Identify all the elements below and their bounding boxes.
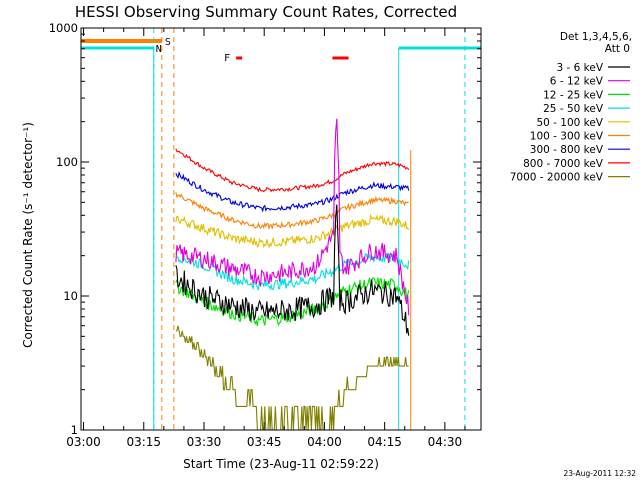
x-tick-label: 04:00: [307, 435, 342, 449]
series-line-50-100-kev: [175, 213, 410, 249]
series-line-25-50-kev: [175, 251, 410, 291]
x-axis-label: Start Time (23-Aug-11 02:59:22): [183, 457, 379, 471]
x-axis: 03:00 03:15 03:30 03:45 04:00 04:15 04:30: [66, 28, 466, 449]
chart-title: HESSI Observing Summary Count Rates, Cor…: [75, 3, 457, 21]
y-tick-label: 100: [56, 155, 78, 169]
y-axis-label: Corrected Count Rate (s⁻¹ detector⁻¹): [21, 122, 35, 348]
x-tick-label: 03:00: [66, 435, 101, 449]
series-line-800-7000-kev: [175, 148, 410, 193]
plot-frame: [80, 27, 482, 431]
legend-header-line-1: Det 1,3,4,5,6,: [560, 31, 632, 43]
y-tick-label: 10: [63, 289, 78, 303]
night-flag-bar-0: [81, 46, 154, 50]
series-line-3-6-kev: [175, 204, 410, 336]
legend-label: 12 - 25 keV: [543, 89, 604, 101]
saa-flag-bar-0: [81, 39, 162, 43]
series-line-100-300-kev: [175, 192, 409, 231]
legend-label: 300 - 800 keV: [530, 144, 604, 156]
saa-flag-label: S: [165, 37, 171, 48]
x-tick-label: 03:15: [126, 435, 161, 449]
legend-label: 6 - 12 keV: [550, 76, 604, 88]
series-line-12-25-kev: [175, 277, 410, 327]
legend: Det 1,3,4,5,6, Att 0 3 - 6 keV 6 - 12 keV…: [510, 31, 632, 184]
legend-label: 50 - 100 keV: [536, 117, 603, 129]
series-line-300-800-kev: [175, 170, 410, 213]
x-tick-label: 03:45: [247, 435, 282, 449]
legend-label: 800 - 7000 keV: [523, 158, 604, 170]
legend-header-line-2: Att 0: [605, 43, 630, 55]
plot-area: SN F: [81, 28, 481, 431]
night-flag-label: N: [156, 44, 162, 55]
flare-flag-label: F: [224, 53, 230, 64]
timestamp: 23-Aug-2011 12:32: [563, 469, 636, 478]
series-line-6-12-kev: [175, 118, 410, 316]
y-tick-label: 1000: [49, 21, 78, 35]
legend-label: 3 - 6 keV: [556, 62, 603, 74]
flare-flag-bar-0: [236, 56, 243, 60]
legend-label: 100 - 300 keV: [530, 131, 604, 143]
flare-flag-bar-1: [332, 56, 349, 60]
series-line-7000-20000-kev: [175, 325, 409, 431]
night-flag-bar-1: [398, 46, 481, 50]
legend-label: 25 - 50 keV: [543, 103, 604, 115]
y-tick-label: 1: [71, 423, 78, 437]
x-tick-label: 04:30: [428, 435, 463, 449]
y-axis: 1 10 100 1000: [49, 21, 481, 437]
x-tick-label: 04:15: [367, 435, 402, 449]
legend-label: 7000 - 20000 keV: [510, 172, 604, 184]
x-tick-label: 03:30: [187, 435, 222, 449]
